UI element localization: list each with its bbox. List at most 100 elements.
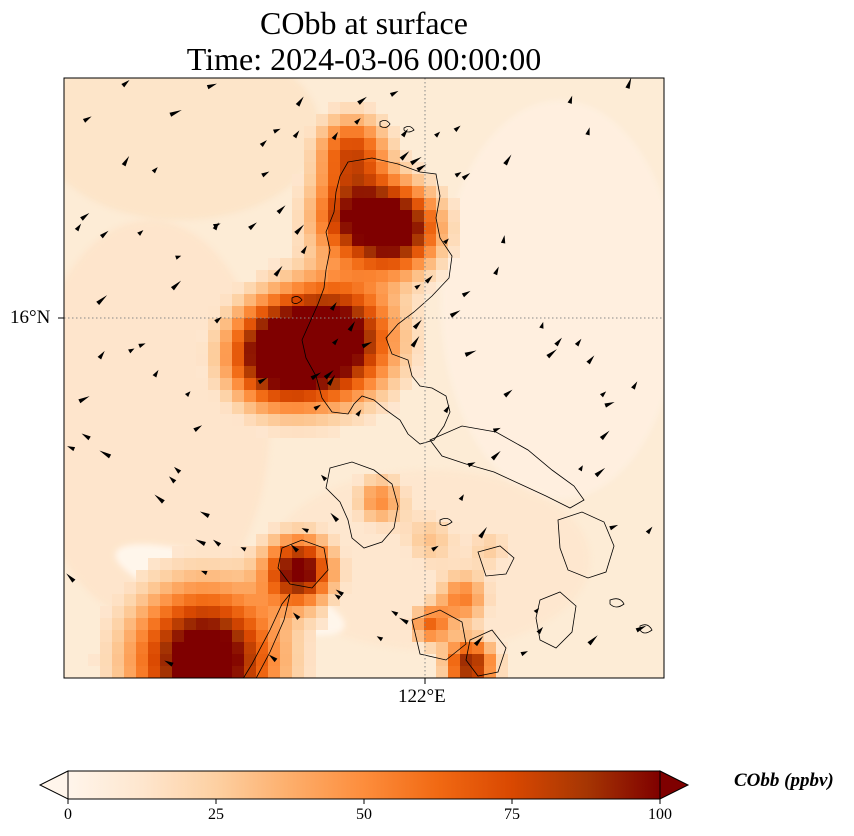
mindoro-coastline — [325, 461, 399, 549]
field-cell — [112, 618, 124, 630]
field-cell — [412, 534, 424, 546]
field-cell — [388, 210, 400, 222]
field-cell — [316, 234, 328, 246]
field-cell — [376, 270, 388, 282]
field-cell — [316, 174, 328, 186]
field-cell — [304, 366, 316, 378]
field-cell — [196, 546, 208, 558]
field-cell — [244, 654, 256, 666]
field-cell — [352, 162, 364, 174]
field-cell — [316, 294, 328, 306]
field-cell — [340, 282, 352, 294]
field-cell — [364, 270, 376, 282]
field-cell — [364, 210, 376, 222]
field-cell — [400, 498, 412, 510]
field-cell — [364, 174, 376, 186]
field-cell — [364, 306, 376, 318]
field-cell — [232, 390, 244, 402]
wind-arrow — [331, 131, 339, 141]
colorbar-gradient — [68, 771, 660, 799]
field-cell — [256, 354, 268, 366]
wind-arrow — [330, 512, 340, 523]
field-cell — [280, 258, 292, 270]
field-cell — [112, 642, 124, 654]
field-cell — [232, 306, 244, 318]
field-cell — [412, 330, 424, 342]
field-cell — [364, 126, 376, 138]
field-cell — [460, 666, 472, 678]
field-cell — [316, 534, 328, 546]
field-cell — [316, 594, 328, 606]
field-cell — [412, 234, 424, 246]
field-cell — [328, 354, 340, 366]
field-cell — [472, 582, 484, 594]
field-cell — [436, 558, 448, 570]
plot-title-line-2: Time: 2024-03-06 00:00:00 — [186, 41, 542, 77]
wind-arrow — [461, 172, 471, 181]
field-cell — [124, 606, 136, 618]
field-cell — [448, 546, 460, 558]
field-cell — [364, 234, 376, 246]
field-cell — [376, 510, 388, 522]
field-cell — [196, 654, 208, 666]
field-cell — [460, 534, 472, 546]
field-cell — [328, 570, 340, 582]
field-cell — [328, 222, 340, 234]
field-cell — [364, 150, 376, 162]
field-cell — [448, 558, 460, 570]
wind-arrow — [493, 266, 499, 276]
field-cell — [220, 306, 232, 318]
field-cell — [364, 390, 376, 402]
field-cell — [424, 222, 436, 234]
field-cell — [256, 534, 268, 546]
field-cell — [316, 342, 328, 354]
field-cell — [400, 162, 412, 174]
field-cell — [292, 426, 304, 438]
wind-arrow — [478, 526, 487, 539]
field-cell — [400, 258, 412, 270]
field-cell — [304, 318, 316, 330]
wind-arrow — [206, 83, 217, 90]
field-cell — [388, 126, 400, 138]
field-cell — [304, 330, 316, 342]
colorbar-tick-label: 100 — [648, 806, 672, 823]
field-cell — [88, 654, 100, 666]
field-cell — [376, 354, 388, 366]
field-cell — [424, 174, 436, 186]
wind-arrow — [97, 350, 105, 360]
field-cell — [232, 630, 244, 642]
field-cell — [388, 474, 400, 486]
field-cell — [388, 366, 400, 378]
field-cell — [328, 342, 340, 354]
wind-arrow — [301, 528, 309, 534]
field-cell — [316, 150, 328, 162]
wind-arrow — [399, 617, 409, 625]
wind-arrow — [635, 625, 647, 633]
field-cell — [352, 378, 364, 390]
field-cell — [220, 330, 232, 342]
wind-arrow — [152, 369, 159, 378]
field-cell — [244, 558, 256, 570]
field-cell — [352, 414, 364, 426]
field-cell — [364, 366, 376, 378]
field-cell — [184, 666, 196, 678]
field-cell — [412, 606, 424, 618]
wind-arrow — [578, 465, 583, 472]
wind-arrow — [199, 511, 210, 518]
field-cell — [172, 666, 184, 678]
field-cell — [172, 630, 184, 642]
field-cell — [244, 342, 256, 354]
field-cell — [268, 630, 280, 642]
colorbar-tick-label: 75 — [504, 806, 520, 823]
field-cell — [160, 642, 172, 654]
field-cell — [208, 558, 220, 570]
wind-arrow — [412, 319, 422, 330]
field-cell — [280, 522, 292, 534]
field-cell — [304, 570, 316, 582]
field-cell — [376, 498, 388, 510]
field-cell — [232, 366, 244, 378]
field-cell — [292, 198, 304, 210]
colorbar-tick-label: 25 — [208, 806, 224, 823]
wind-arrow — [599, 391, 607, 398]
field-cell — [400, 354, 412, 366]
